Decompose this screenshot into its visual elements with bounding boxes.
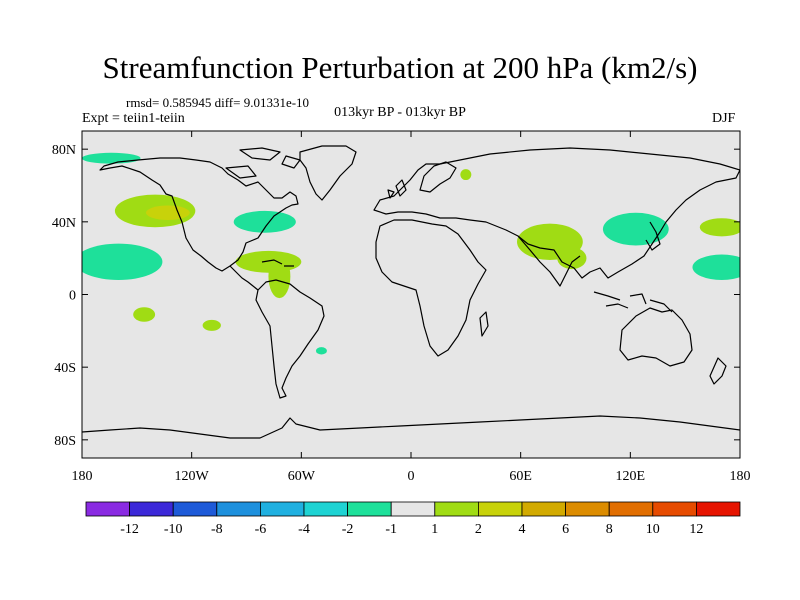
plot-title: Streamfunction Perturbation at 200 hPa (…	[102, 50, 698, 85]
colorbar-swatch	[565, 501, 610, 517]
colorbar-swatch	[434, 501, 479, 517]
x-tick-label: 120W	[175, 469, 210, 484]
anomaly-patch	[235, 250, 302, 273]
season-label: DJF	[712, 111, 736, 126]
coastline-central-america	[229, 265, 259, 291]
coastline-arctic-islands	[225, 147, 301, 179]
colorbar-swatch	[129, 501, 174, 517]
x-tick-label: 180	[72, 469, 93, 484]
coastline-caribbean	[261, 259, 294, 267]
map-background	[82, 131, 740, 458]
colorbar-label: -6	[255, 522, 267, 537]
colorbar-label: -8	[211, 522, 223, 537]
y-tick-label: 80N	[52, 143, 76, 158]
coastline-british-isles	[387, 179, 407, 199]
colorbar-label: 8	[606, 522, 613, 537]
coastline-japan	[645, 221, 661, 251]
anomaly-patch	[145, 205, 190, 221]
colorbar-label: -10	[164, 522, 183, 537]
period-label: 013kyr BP - 013kyr BP	[334, 105, 466, 120]
colorbar-swatch	[85, 501, 130, 517]
coastline-scandinavia	[419, 161, 457, 193]
anomaly-patch	[133, 307, 156, 322]
statistics-label: rmsd= 0.585945 diff= 9.01331e-10	[126, 95, 310, 110]
coastlines	[82, 145, 740, 439]
anomaly-patch	[268, 254, 291, 299]
colorbar-label: 12	[689, 522, 703, 537]
x-tick-label: 60E	[509, 469, 532, 484]
coastline-north-america	[99, 157, 299, 272]
colorbar-label: 2	[475, 522, 482, 537]
colorbar-label: 10	[646, 522, 660, 537]
coastline-new-zealand	[709, 357, 727, 385]
colorbar-swatch	[259, 501, 305, 517]
colorbar-swatch	[652, 501, 697, 517]
coastline-india	[517, 235, 581, 287]
anomaly-patches	[82, 152, 740, 355]
colorbar-label: 4	[519, 522, 526, 537]
anomaly-patch	[202, 319, 221, 331]
colorbar-label: 6	[562, 522, 569, 537]
anomaly-patch	[460, 169, 472, 181]
anomaly-patch	[233, 210, 296, 233]
colorbar-swatch	[216, 501, 261, 517]
coastline-australia	[619, 307, 693, 367]
colorbar-label: -4	[298, 522, 310, 537]
colorbar-swatch	[172, 501, 218, 517]
coastline-south-america	[255, 279, 325, 399]
colorbar-swatch	[696, 501, 741, 517]
y-tick-label: 0	[69, 289, 76, 304]
experiment-label: Expt = teiin1-teiin	[82, 111, 185, 126]
anomaly-patch	[82, 152, 141, 164]
anomaly-patch	[699, 218, 740, 237]
coastline-madagascar	[479, 311, 489, 337]
anomaly-patch	[315, 347, 327, 355]
colorbar-swatch	[477, 501, 523, 517]
colorbar: -12 -10 -8 -6 -4 -2 -1 1 2 4 6 8 10 12	[85, 501, 741, 537]
coastline-maritime-continent	[593, 291, 673, 313]
anomaly-patch	[82, 243, 163, 280]
axis-ticks: 180 120W 60W 0 60E 120E 180 80N 40N 0 40S 80S	[52, 131, 751, 484]
x-tick-label: 180	[730, 469, 751, 484]
colorbar-swatch	[303, 501, 348, 517]
y-tick-label: 40S	[54, 361, 76, 376]
colorbar-label: -2	[342, 522, 354, 537]
colorbar-swatch	[521, 501, 566, 517]
anomaly-patch	[692, 254, 740, 280]
colorbar-swatch	[390, 501, 436, 517]
y-tick-label: 80S	[54, 434, 76, 449]
colorbar-label: -12	[120, 522, 139, 537]
anomaly-patch	[557, 247, 587, 270]
anomaly-patch	[602, 212, 669, 246]
colorbar-swatch	[347, 501, 392, 517]
x-tick-label: 60W	[288, 469, 316, 484]
y-tick-label: 40N	[52, 216, 76, 231]
x-tick-label: 120E	[616, 469, 646, 484]
coastline-africa	[375, 219, 487, 357]
x-tick-label: 0	[408, 469, 415, 484]
colorbar-label: 1	[431, 522, 438, 537]
colorbar-label: -1	[385, 522, 397, 537]
coastline-eurasia	[373, 147, 740, 279]
coastline-greenland	[299, 145, 357, 201]
colorbar-swatch	[608, 501, 654, 517]
coastline-antarctica	[82, 415, 740, 439]
